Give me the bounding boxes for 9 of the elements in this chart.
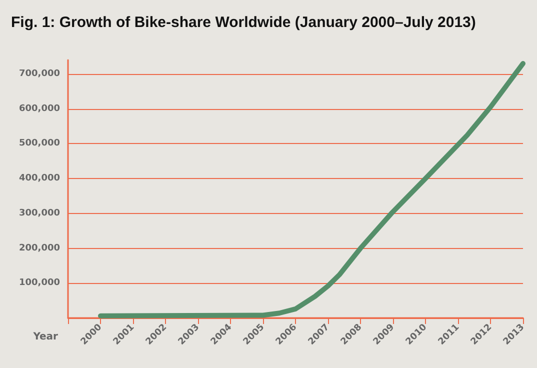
y-tick-label: 300,000	[19, 208, 60, 218]
y-tick-label: 100,000	[19, 278, 60, 288]
y-tick-label: 500,000	[19, 138, 60, 149]
chart-title: Fig. 1: Growth of Bike-share Worldwide (January 2000–July 2013)	[11, 14, 476, 31]
x-axis-title: Year	[32, 332, 58, 342]
y-tick-label: 700,000	[19, 68, 60, 79]
y-tick-label: 200,000	[19, 243, 60, 254]
y-tick-label: 600,000	[19, 104, 60, 114]
y-tick-label: 400,000	[19, 174, 60, 184]
